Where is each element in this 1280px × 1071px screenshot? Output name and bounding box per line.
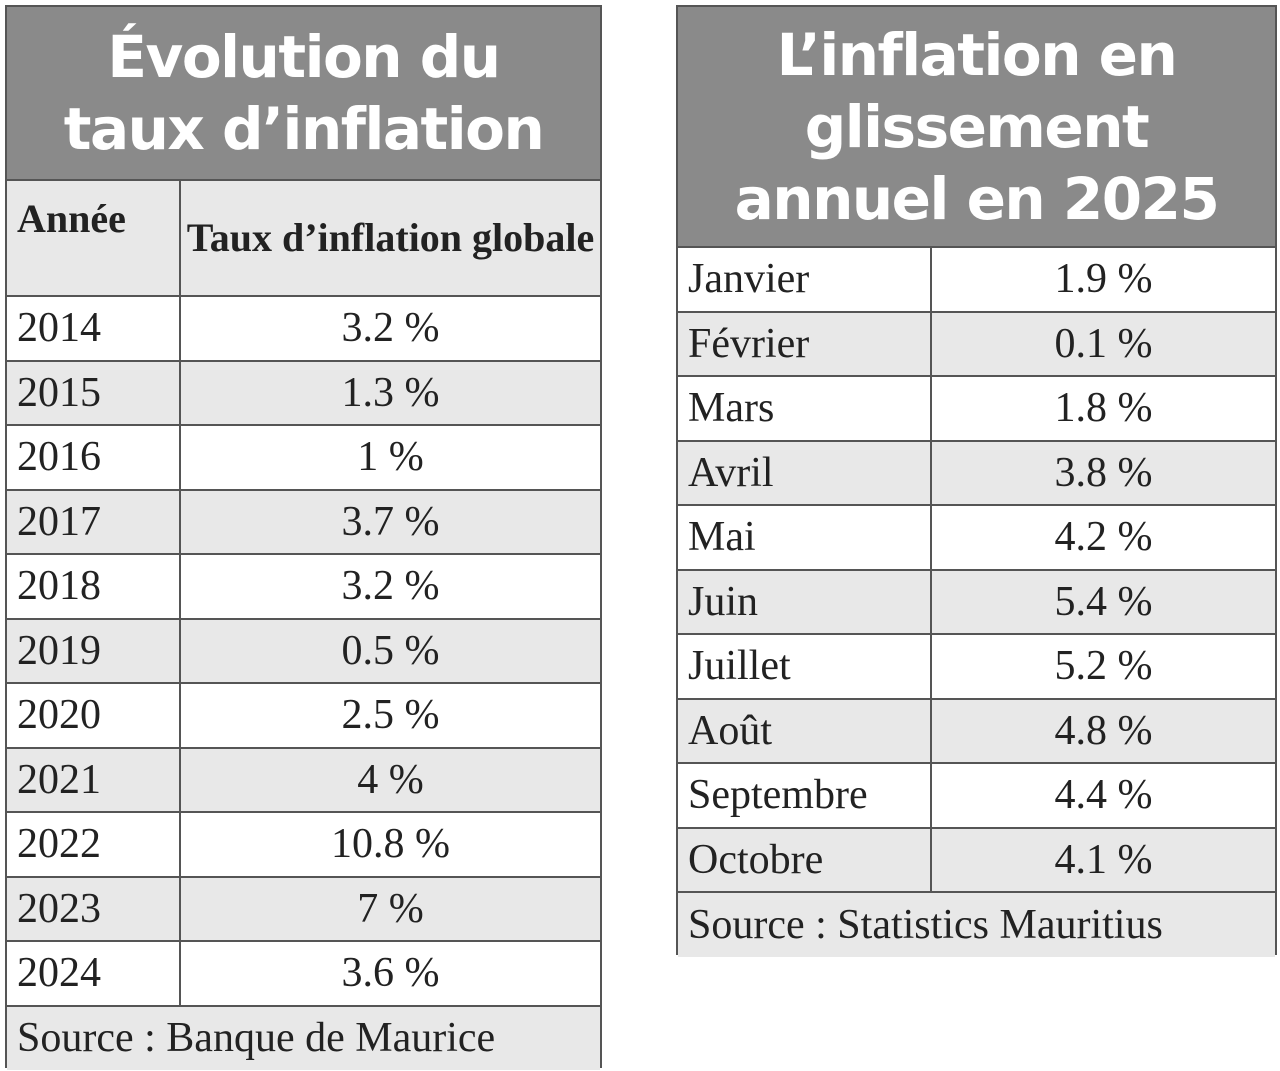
value-cell: 10.8 % <box>331 821 450 868</box>
value-cell: 3.8 % <box>1054 449 1153 496</box>
right-title: L’inflation en glissement annuel en 2025 <box>678 7 1275 248</box>
label-cell: 2016 <box>7 426 181 489</box>
table-row: Mai 4.2 % <box>678 506 1275 571</box>
header-cell: Année <box>7 181 181 295</box>
label-cell: 2014 <box>7 297 181 360</box>
label-cell: Août <box>678 699 932 762</box>
label-cell: 2017 <box>7 490 181 553</box>
value-cell: 4.2 % <box>1054 514 1153 561</box>
label-cell: 2015 <box>7 361 181 424</box>
value-cell: 5.4 % <box>1054 578 1153 625</box>
value-cell: 3.2 % <box>341 305 440 352</box>
table-row: Juin 5.4 % <box>678 570 1275 635</box>
value-cell: 1.9 % <box>1054 256 1153 303</box>
table-row: Février 0.1 % <box>678 312 1275 377</box>
label-cell: Juin <box>678 570 932 633</box>
label-cell: 2023 <box>7 877 181 940</box>
source-note: Source : Banque de Maurice <box>7 1006 600 1070</box>
table-row: Juillet 5.2 % <box>678 635 1275 700</box>
label-cell: 2020 <box>7 684 181 747</box>
label-cell: 2024 <box>7 942 181 1005</box>
value-cell: 4.4 % <box>1054 772 1153 819</box>
value-cell: 4.8 % <box>1054 707 1153 754</box>
title-line: glissement <box>804 92 1150 161</box>
table-row: 2021 4 % <box>7 748 600 813</box>
value-cell: 1.8 % <box>1054 385 1153 432</box>
header-row: Année Taux d’inflation globale <box>7 181 600 297</box>
table-row: 2019 0.5 % <box>7 619 600 684</box>
title-line: L’inflation en <box>776 20 1178 89</box>
left-title: Évolution du taux d’inflation <box>7 7 600 181</box>
table-row: Août 4.8 % <box>678 699 1275 764</box>
table-row: 2022 10.8 % <box>7 813 600 878</box>
value-cell: 1.3 % <box>341 369 440 416</box>
table-row: Avril 3.8 % <box>678 441 1275 506</box>
label-cell: Février <box>678 312 932 375</box>
left-table: Évolution du taux d’inflation Année Taux … <box>5 5 602 1070</box>
label-cell: Avril <box>678 441 932 504</box>
value-cell: 1 % <box>357 434 424 481</box>
header-cell: Taux d’inflation globale <box>186 215 595 260</box>
table-row: 2014 3.2 % <box>7 297 600 362</box>
value-cell: 0.1 % <box>1054 320 1153 367</box>
label-cell: 2022 <box>7 813 181 876</box>
label-cell: 2018 <box>7 555 181 618</box>
label-cell: Octobre <box>678 828 932 891</box>
table-row: Octobre 4.1 % <box>678 828 1275 893</box>
title-line: taux d’inflation <box>63 95 545 163</box>
right-table: L’inflation en glissement annuel en 2025 J… <box>676 5 1277 957</box>
table-row: 2020 2.5 % <box>7 684 600 749</box>
table-row: 2018 3.2 % <box>7 555 600 620</box>
label-cell: Janvier <box>678 248 932 311</box>
value-cell: 3.6 % <box>341 950 440 997</box>
label-cell: 2019 <box>7 619 181 682</box>
table-row: Janvier 1.9 % <box>678 248 1275 313</box>
table-row: Mars 1.8 % <box>678 377 1275 442</box>
value-cell: 3.2 % <box>341 563 440 610</box>
value-cell: 4.1 % <box>1054 836 1153 883</box>
source-note: Source : Statistics Mauritius <box>678 893 1275 957</box>
value-cell: 4 % <box>357 756 424 803</box>
label-cell: Juillet <box>678 635 932 698</box>
table-row: 2015 1.3 % <box>7 361 600 426</box>
label-cell: Mai <box>678 506 932 569</box>
title-line: Évolution du <box>107 23 501 91</box>
label-cell: Septembre <box>678 764 932 827</box>
label-cell: Mars <box>678 377 932 440</box>
table-row: 2024 3.6 % <box>7 942 600 1007</box>
value-cell: 7 % <box>357 885 424 932</box>
label-cell: 2021 <box>7 748 181 811</box>
value-cell: 3.7 % <box>341 498 440 545</box>
table-row: 2016 1 % <box>7 426 600 491</box>
table-row: Septembre 4.4 % <box>678 764 1275 829</box>
value-cell: 2.5 % <box>341 692 440 739</box>
table-row: 2017 3.7 % <box>7 490 600 555</box>
value-cell: 0.5 % <box>341 627 440 674</box>
title-line: annuel en 2025 <box>734 164 1220 233</box>
value-cell: 5.2 % <box>1054 643 1153 690</box>
table-row: 2023 7 % <box>7 877 600 942</box>
